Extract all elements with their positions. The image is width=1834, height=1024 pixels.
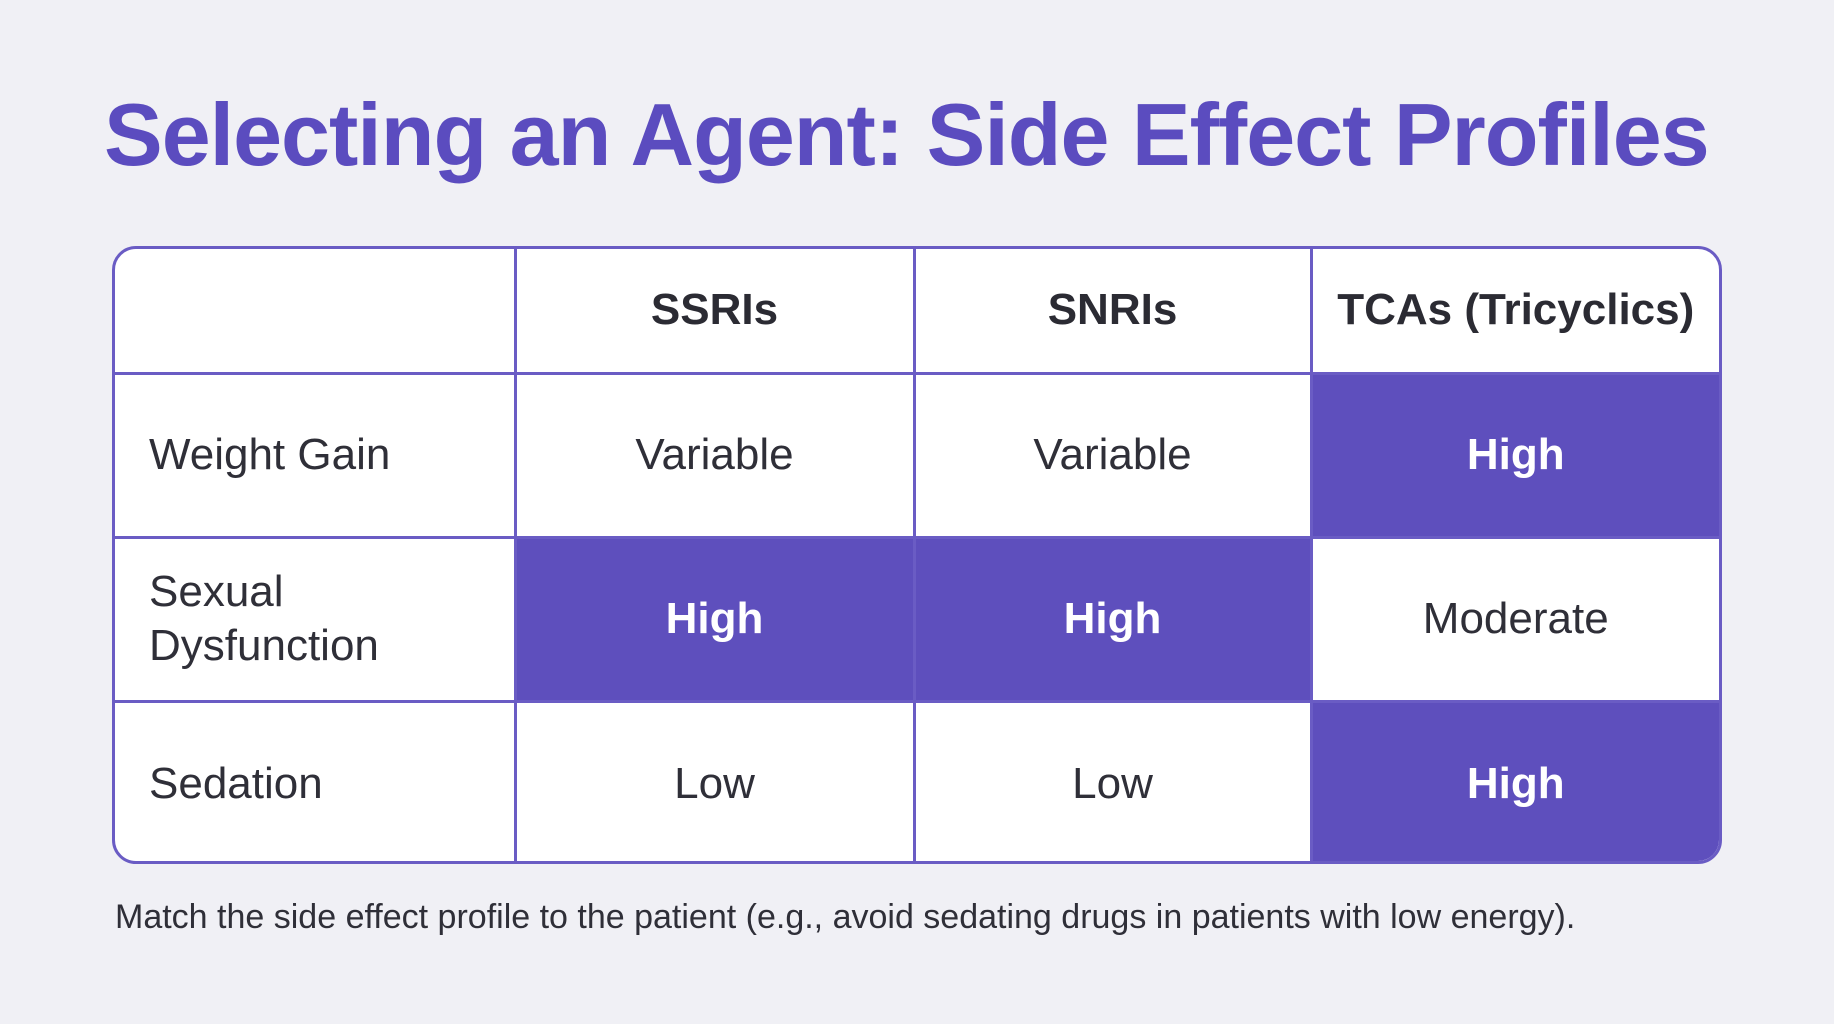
header-corner-cell	[115, 249, 517, 375]
cell-weight-gain-snris: Variable	[912, 371, 1313, 539]
row-label-weight-gain: Weight Gain	[115, 371, 517, 539]
table-row-sedation: Sedation Low Low High	[115, 699, 1719, 861]
side-effect-table: SSRIs SNRIs TCAs (Tricyclics) Weight Gai…	[112, 246, 1722, 864]
table-row-sexual-dysfunction: Sexual Dysfunction High High Moderate	[115, 535, 1719, 703]
header-snris: SNRIs	[912, 249, 1313, 375]
row-label-sexual-dysfunction: Sexual Dysfunction	[115, 535, 517, 703]
cell-sedation-tcas: High	[1309, 699, 1719, 861]
header-tcas: TCAs (Tricyclics)	[1309, 249, 1719, 375]
cell-sexual-dysfunction-snris: High	[912, 535, 1313, 703]
cell-weight-gain-ssris: Variable	[513, 371, 916, 539]
row-label-sedation: Sedation	[115, 699, 517, 861]
cell-weight-gain-tcas: High	[1309, 371, 1719, 539]
footnote-caption: Match the side effect profile to the pat…	[115, 898, 1576, 936]
cell-sedation-snris: Low	[912, 699, 1313, 861]
page-title: Selecting an Agent: Side Effect Profiles	[104, 85, 1710, 184]
table-row-weight-gain: Weight Gain Variable Variable High	[115, 371, 1719, 539]
cell-sexual-dysfunction-ssris: High	[513, 535, 916, 703]
cell-sedation-ssris: Low	[513, 699, 916, 861]
comparison-table: SSRIs SNRIs TCAs (Tricyclics) Weight Gai…	[115, 249, 1719, 861]
table-header-row: SSRIs SNRIs TCAs (Tricyclics)	[115, 249, 1719, 375]
header-ssris: SSRIs	[513, 249, 916, 375]
cell-sexual-dysfunction-tcas: Moderate	[1309, 535, 1719, 703]
